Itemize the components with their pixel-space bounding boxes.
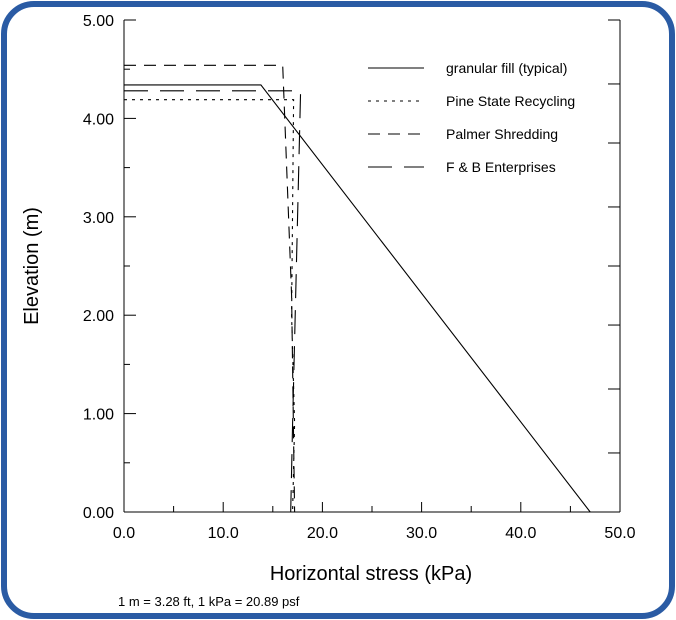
chart: 0.0 10.0 20.0 30.0 40.0 50.0 0.00 1.00 2.00 3.00 4…	[21, 13, 636, 585]
y-tick-label: 5.00	[83, 13, 114, 30]
x-tick-label: 20.0	[307, 525, 338, 542]
legend-label: granular fill (typical)	[446, 60, 567, 76]
x-axis-label: Horizontal stress (kPa)	[270, 563, 472, 585]
y-tick-label: 4.00	[83, 111, 114, 128]
chart-axes: 0.0 10.0 20.0 30.0 40.0 50.0 0.00 1.00 2.00 3.00 4…	[83, 13, 636, 542]
y-tick-label: 0.00	[83, 505, 114, 522]
x-tick-label: 50.0	[604, 525, 635, 542]
legend-label: Palmer Shredding	[446, 126, 558, 142]
y-tick-label: 1.00	[83, 407, 114, 424]
series-layer	[124, 64, 591, 513]
legend-label: F & B Enterprises	[446, 159, 556, 175]
x-tick-label: 30.0	[406, 525, 437, 542]
legend: granular fill (typical) Pine State Recycl…	[368, 60, 575, 175]
series-line-1	[124, 84, 591, 513]
x-tick-label: 40.0	[505, 525, 536, 542]
y-tick-label: 3.00	[83, 210, 114, 227]
legend-label: Pine State Recycling	[446, 93, 575, 109]
x-tick-label: 0.0	[113, 525, 135, 542]
x-tick-label: 10.0	[208, 525, 239, 542]
units-footnote: 1 m = 3.28 ft, 1 kPa = 20.89 psf	[118, 594, 300, 609]
series-line-4	[124, 90, 302, 513]
y-tick-label: 2.00	[83, 308, 114, 325]
y-axis-label: Elevation (m)	[21, 207, 43, 325]
